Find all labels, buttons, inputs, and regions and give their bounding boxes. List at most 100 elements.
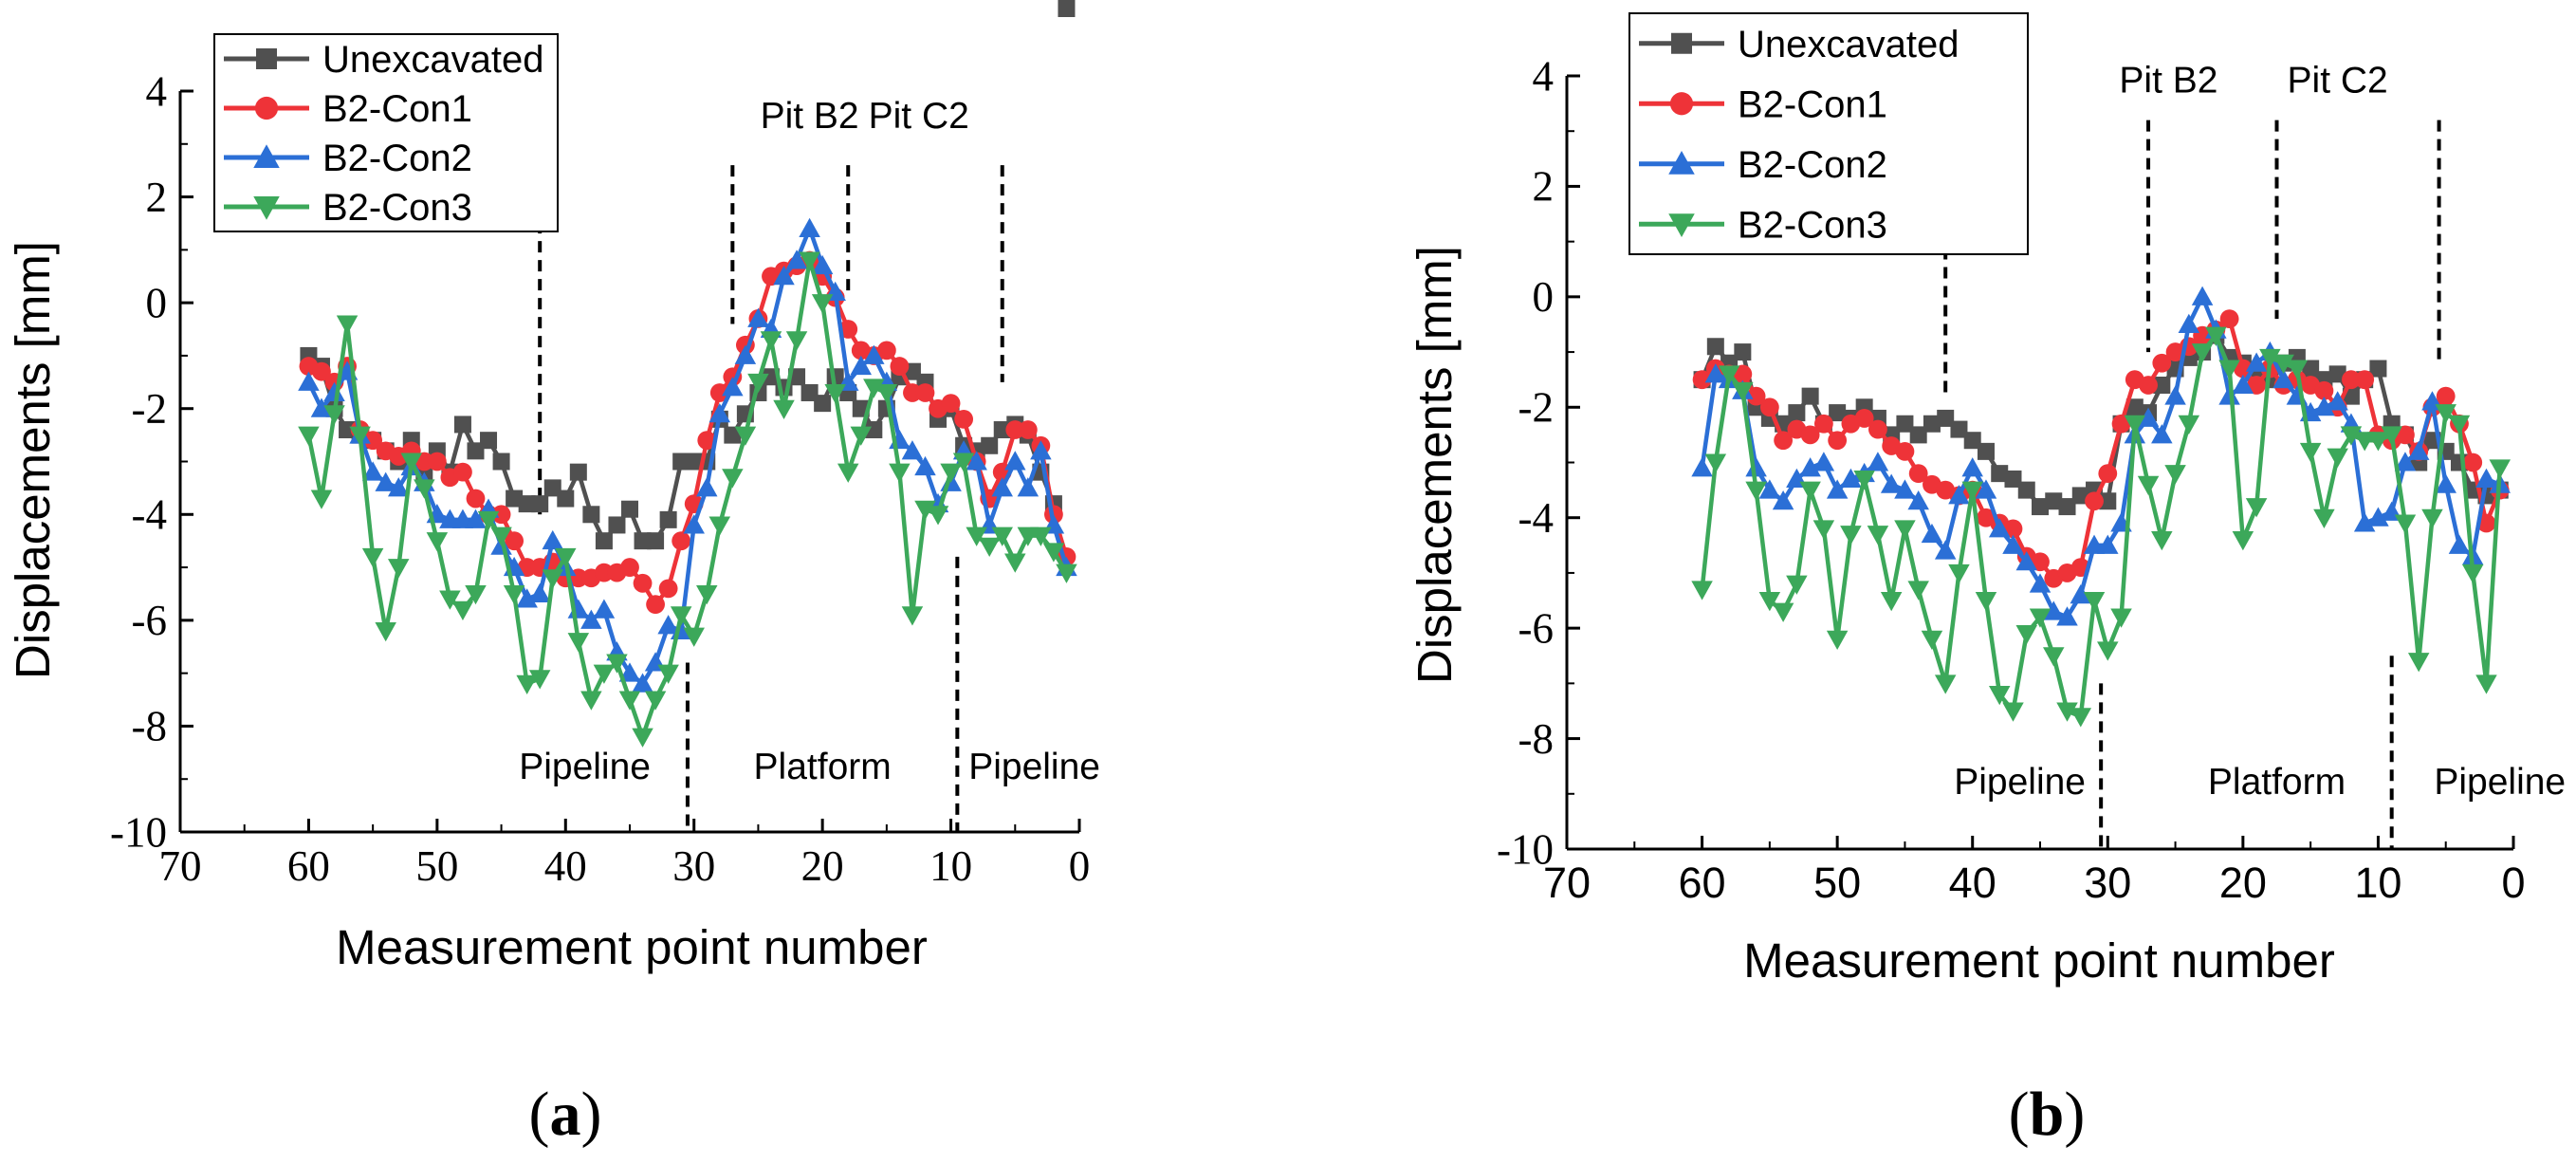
data-point <box>724 426 742 444</box>
data-point <box>1829 404 1847 422</box>
data-point <box>518 495 536 513</box>
data-point <box>2327 448 2348 468</box>
data-point <box>2355 370 2375 390</box>
data-point <box>1812 520 1835 540</box>
data-point <box>1894 520 1916 540</box>
data-point <box>708 403 731 423</box>
data-point <box>1826 479 1849 499</box>
data-point <box>1734 343 1752 361</box>
data-point <box>785 249 808 269</box>
y-tick-label: -8 <box>1518 715 1555 763</box>
data-point <box>978 537 1001 558</box>
data-point <box>2299 442 2322 463</box>
data-point <box>1853 470 1875 490</box>
data-point <box>2448 534 2471 554</box>
data-point <box>2476 513 2496 533</box>
data-point <box>1706 338 1724 356</box>
data-point <box>697 431 717 451</box>
data-point <box>2191 286 2214 305</box>
data-point <box>2353 432 2376 452</box>
x-tick-label: 60 <box>287 842 330 890</box>
data-point <box>2111 414 2131 434</box>
data-point <box>647 532 665 550</box>
data-point <box>634 532 652 550</box>
y-tick-label: -4 <box>132 491 168 539</box>
data-point <box>683 514 705 534</box>
data-point <box>580 609 602 629</box>
x-axis-label: Measurement point number <box>1743 933 2335 988</box>
data-point <box>2070 708 2092 728</box>
y-tick-label: 2 <box>146 174 168 221</box>
data-point <box>480 432 498 450</box>
data-point <box>1004 553 1026 573</box>
data-point <box>1975 479 1997 499</box>
data-point <box>683 627 705 647</box>
data-point <box>2004 470 2022 488</box>
data-point <box>2097 641 2119 661</box>
data-point <box>2017 481 2035 499</box>
data-point <box>696 584 718 605</box>
y-tick-label: -6 <box>132 597 168 644</box>
data-point <box>516 674 538 695</box>
data-point <box>1813 414 1833 434</box>
legend-marker <box>253 196 280 220</box>
x-tick-label: 40 <box>544 842 587 890</box>
data-point <box>2340 426 2363 446</box>
data-point <box>323 405 345 425</box>
data-point <box>940 463 962 483</box>
data-point <box>620 558 639 577</box>
data-point <box>2124 415 2146 434</box>
legend-entry: Unexcavated <box>1738 24 1959 65</box>
series-line <box>307 258 1069 607</box>
series-b2-con2 <box>1691 286 2511 626</box>
legend-entry: B2-Con3 <box>1738 204 1887 246</box>
data-point <box>799 251 820 271</box>
data-point <box>1692 370 1712 390</box>
data-point <box>814 395 832 413</box>
data-point <box>903 383 922 402</box>
data-point <box>2436 386 2456 406</box>
data-point <box>722 469 744 489</box>
data-point <box>1880 473 1903 493</box>
data-point <box>2448 415 2471 434</box>
data-point <box>889 463 911 483</box>
data-point <box>361 547 384 568</box>
data-point <box>657 615 679 635</box>
y-tick-label: 2 <box>1533 163 1555 211</box>
data-point <box>890 357 910 376</box>
data-point <box>1895 441 1915 461</box>
data-point <box>2219 309 2239 329</box>
data-point <box>2286 360 2309 379</box>
data-point <box>618 691 641 711</box>
data-point <box>608 516 626 534</box>
data-point <box>2233 359 2253 379</box>
y-tick-label: -6 <box>1518 604 1555 652</box>
data-point <box>1921 630 1943 651</box>
data-point <box>336 315 359 335</box>
data-point <box>400 453 423 472</box>
data-point <box>1921 523 1943 544</box>
data-point <box>1948 485 1970 505</box>
data-point <box>387 559 410 579</box>
data-point <box>2489 459 2511 479</box>
data-point <box>2245 352 2268 372</box>
legend-box <box>1628 12 2029 255</box>
series-line <box>1701 316 2502 581</box>
data-point <box>582 506 600 524</box>
data-point <box>2043 600 2065 620</box>
x-tick-label: 20 <box>801 842 844 890</box>
data-point <box>593 664 616 684</box>
data-point <box>426 532 449 552</box>
data-point <box>659 510 677 528</box>
data-point <box>747 373 769 394</box>
data-point <box>2232 374 2254 394</box>
series-b2-con3 <box>1691 326 2511 728</box>
data-point <box>863 344 885 364</box>
y-tick-label: -2 <box>1518 384 1555 432</box>
data-point <box>2342 370 2361 390</box>
data-point <box>2015 551 2037 571</box>
data-point <box>1774 431 1794 451</box>
data-point <box>2407 653 2430 673</box>
data-point <box>1801 387 1819 405</box>
data-point <box>1867 452 1889 471</box>
